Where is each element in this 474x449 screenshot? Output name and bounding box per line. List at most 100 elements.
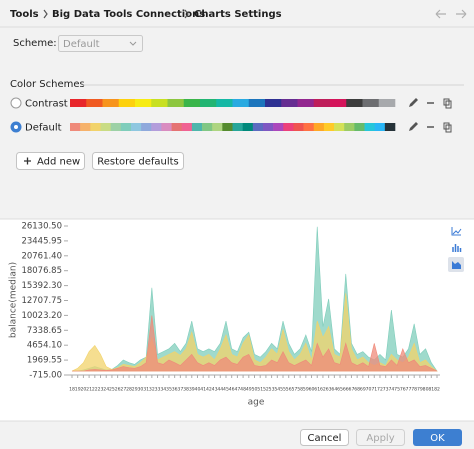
copy-icon[interactable] — [443, 122, 452, 133]
area — [72, 315, 438, 372]
x-tick-label: 24 — [103, 387, 109, 393]
color-swatch[interactable] — [323, 123, 335, 131]
x-tick-label: 65 — [337, 387, 343, 393]
back-arrow[interactable] — [435, 9, 446, 19]
color-swatch[interactable] — [281, 99, 298, 107]
apply-button — [356, 429, 405, 446]
color-swatch[interactable] — [141, 123, 152, 131]
breadcrumb-item[interactable]: Tools — [10, 9, 39, 20]
button-label: Restore defaults — [97, 157, 179, 168]
color-swatch[interactable] — [354, 123, 365, 131]
color-swatch[interactable] — [313, 99, 331, 107]
x-tick-label: 31 — [143, 387, 149, 393]
forward-arrow[interactable] — [456, 9, 467, 19]
button-label: Cancel — [308, 433, 342, 444]
button-label: Apply — [366, 433, 394, 444]
x-tick-label: 30 — [138, 387, 144, 393]
y-tick-label: 10023.20 — [21, 311, 62, 321]
color-swatch[interactable] — [100, 123, 111, 131]
scheme-dropdown[interactable] — [58, 35, 143, 52]
color-swatch[interactable] — [70, 99, 87, 107]
color-swatch[interactable] — [161, 123, 172, 131]
x-tick-label: 49 — [246, 387, 252, 393]
color-swatch[interactable] — [222, 123, 233, 131]
color-swatch[interactable] — [273, 123, 284, 131]
x-tick-label: 82 — [434, 387, 440, 393]
line-chart-icon[interactable] — [451, 227, 462, 236]
color-swatch[interactable] — [171, 123, 183, 131]
color-swatch[interactable] — [191, 123, 203, 131]
x-tick-label: 64 — [331, 387, 337, 393]
edit-icon[interactable] — [409, 122, 418, 131]
color-swatch[interactable] — [265, 99, 282, 107]
color-swatch[interactable] — [102, 99, 120, 107]
x-tick-label: 40 — [195, 387, 201, 393]
restore-button[interactable] — [92, 152, 184, 170]
color-swatch[interactable] — [130, 123, 142, 131]
add-new-button[interactable] — [16, 152, 85, 170]
color-swatch[interactable] — [202, 123, 213, 131]
x-tick-label: 22 — [92, 387, 98, 393]
color-swatch[interactable] — [303, 123, 315, 131]
color-swatch[interactable] — [232, 123, 243, 131]
color-swatch[interactable] — [70, 123, 81, 131]
ok-button[interactable] — [413, 429, 462, 446]
color-swatch[interactable] — [80, 123, 91, 131]
color-swatch[interactable] — [293, 123, 304, 131]
chevron — [43, 9, 48, 19]
color-swatch[interactable] — [378, 99, 396, 107]
color-swatch[interactable] — [151, 123, 162, 131]
color-swatch[interactable] — [167, 99, 185, 107]
color-swatch[interactable] — [232, 99, 250, 107]
color-swatch[interactable] — [212, 123, 223, 131]
x-tick-label: 33 — [155, 387, 161, 393]
color-swatch[interactable] — [86, 99, 103, 107]
x-tick-label: 27 — [120, 387, 126, 393]
x-tick-label: 63 — [326, 387, 332, 393]
color-swatch[interactable] — [384, 123, 396, 131]
color-swatch[interactable] — [151, 99, 168, 107]
x-tick-label: 70 — [366, 387, 372, 393]
color-swatch[interactable] — [118, 99, 136, 107]
color-swatch[interactable] — [135, 99, 152, 107]
breadcrumb-item[interactable]: Big Data Tools Connections — [52, 9, 205, 20]
bar-chart-icon[interactable] — [452, 244, 462, 252]
x-tick-label: 25 — [109, 387, 115, 393]
color-swatch[interactable] — [200, 99, 217, 107]
breadcrumb-item: Charts Settings — [194, 9, 282, 20]
copy-icon[interactable] — [443, 98, 452, 109]
color-swatch[interactable] — [110, 123, 122, 131]
color-swatch[interactable] — [262, 123, 274, 131]
y-axis-label: balance(median) — [9, 262, 19, 338]
color-swatch[interactable] — [242, 123, 254, 131]
color-swatch[interactable] — [362, 99, 380, 107]
color-swatch[interactable] — [313, 123, 325, 131]
x-tick-label: 78 — [411, 387, 417, 393]
color-swatch[interactable] — [252, 123, 264, 131]
x-tick-label: 32 — [149, 387, 155, 393]
color-swatch[interactable] — [346, 99, 363, 107]
color-swatch[interactable] — [216, 99, 233, 107]
radio[interactable] — [10, 97, 22, 109]
x-tick-label: 79 — [417, 387, 423, 393]
color-swatch[interactable] — [344, 123, 355, 131]
edit-icon[interactable] — [409, 98, 418, 107]
color-swatch[interactable] — [248, 99, 266, 107]
color-swatch[interactable] — [183, 99, 201, 107]
x-tick-label: 48 — [240, 387, 246, 393]
x-tick-label: 26 — [115, 387, 121, 393]
x-tick-label: 50 — [252, 387, 258, 393]
color-swatch[interactable] — [181, 123, 193, 131]
color-swatch[interactable] — [364, 123, 375, 131]
radio-dot — [14, 125, 18, 129]
color-swatch[interactable] — [283, 123, 294, 131]
scheme-name: Contrast — [25, 99, 68, 110]
color-swatch[interactable] — [297, 99, 315, 107]
color-swatch[interactable] — [330, 99, 347, 107]
color-swatch[interactable] — [90, 123, 101, 131]
color-swatch[interactable] — [334, 123, 345, 131]
color-swatch[interactable] — [374, 123, 386, 131]
cancel-button[interactable] — [300, 429, 349, 446]
color-swatch[interactable] — [120, 123, 132, 131]
plus-icon — [24, 157, 31, 165]
